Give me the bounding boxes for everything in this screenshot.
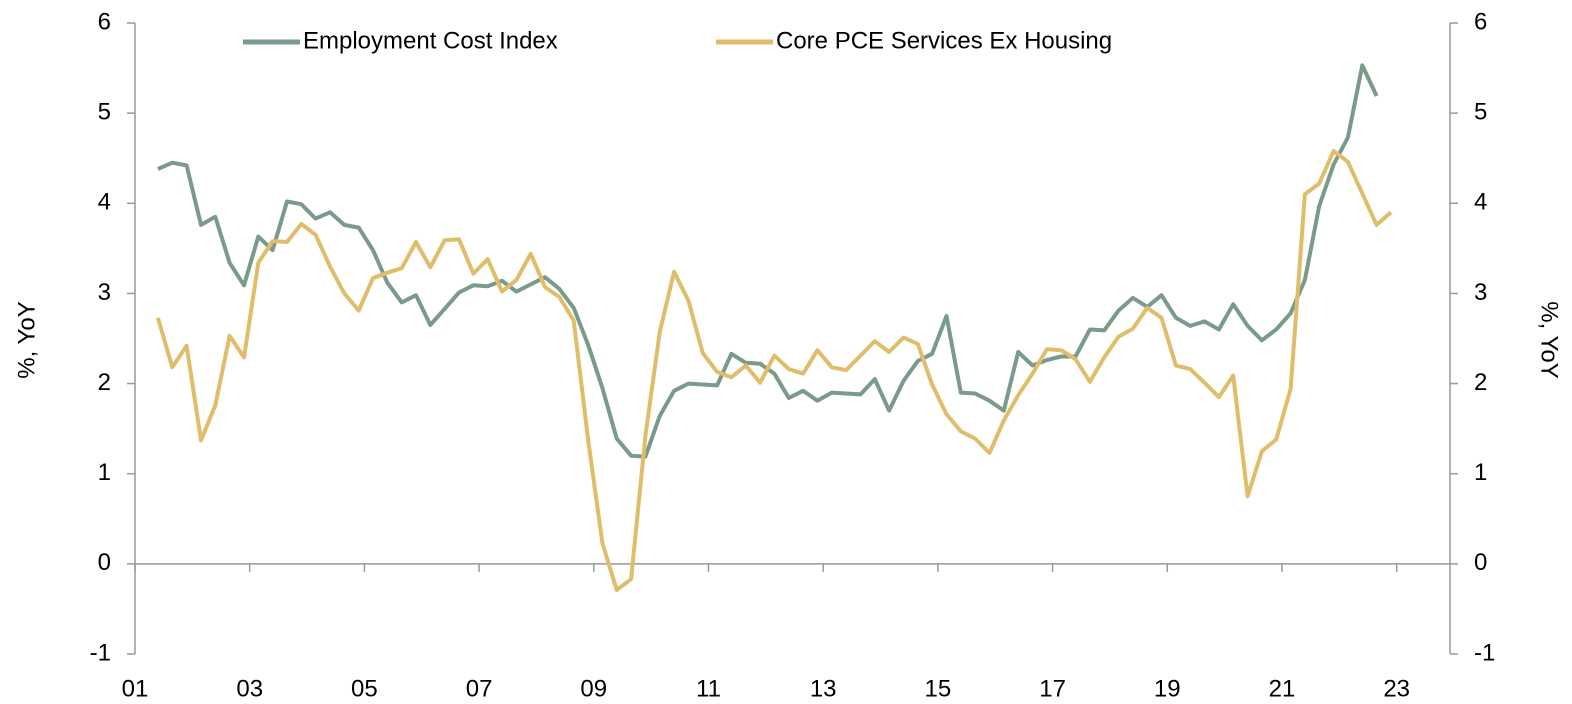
x-tick-label: 05 — [351, 675, 378, 702]
x-tick-label: 11 — [696, 675, 721, 702]
x-tick-label: 13 — [810, 675, 837, 702]
y2-tick-label: -1 — [1474, 639, 1495, 666]
x-tick-label: 15 — [925, 675, 952, 702]
y-tick-label: 2 — [98, 369, 111, 396]
series-line — [157, 63, 1379, 459]
y2-tick-label: 5 — [1474, 98, 1487, 125]
x-tick-label: 01 — [122, 675, 149, 702]
y2-tick-label: 1 — [1474, 459, 1487, 486]
y2-tick-label: 2 — [1474, 369, 1487, 396]
y-tick-label: -1 — [90, 639, 111, 666]
y-tick-label: 5 — [98, 98, 111, 125]
series-line — [155, 149, 1393, 592]
x-tick-label: 23 — [1383, 675, 1410, 702]
x-tick-label: 09 — [580, 675, 607, 702]
y-tick-label: 1 — [98, 459, 111, 486]
y2-tick-label: 0 — [1474, 549, 1487, 576]
y-tick-label: 3 — [98, 279, 111, 306]
x-tick-label: 07 — [466, 675, 493, 702]
y-tick-label: 4 — [98, 189, 111, 216]
y2-tick-label: 6 — [1474, 8, 1487, 35]
y-axis-label: %, YoY — [13, 301, 40, 378]
y2-tick-label: 4 — [1474, 189, 1487, 216]
legend-label: Employment Cost Index — [303, 27, 558, 54]
y2-axis-label: %, YoY — [1536, 301, 1563, 378]
x-tick-label: 03 — [236, 675, 263, 702]
x-tick-label: 21 — [1269, 675, 1296, 702]
y2-tick-label: 3 — [1474, 279, 1487, 306]
y-tick-label: 0 — [98, 549, 111, 576]
x-tick-label: 19 — [1154, 675, 1181, 702]
legend-label: Core PCE Services Ex Housing — [776, 27, 1112, 54]
y-tick-label: 6 — [98, 8, 111, 35]
x-tick-label: 17 — [1039, 675, 1066, 702]
